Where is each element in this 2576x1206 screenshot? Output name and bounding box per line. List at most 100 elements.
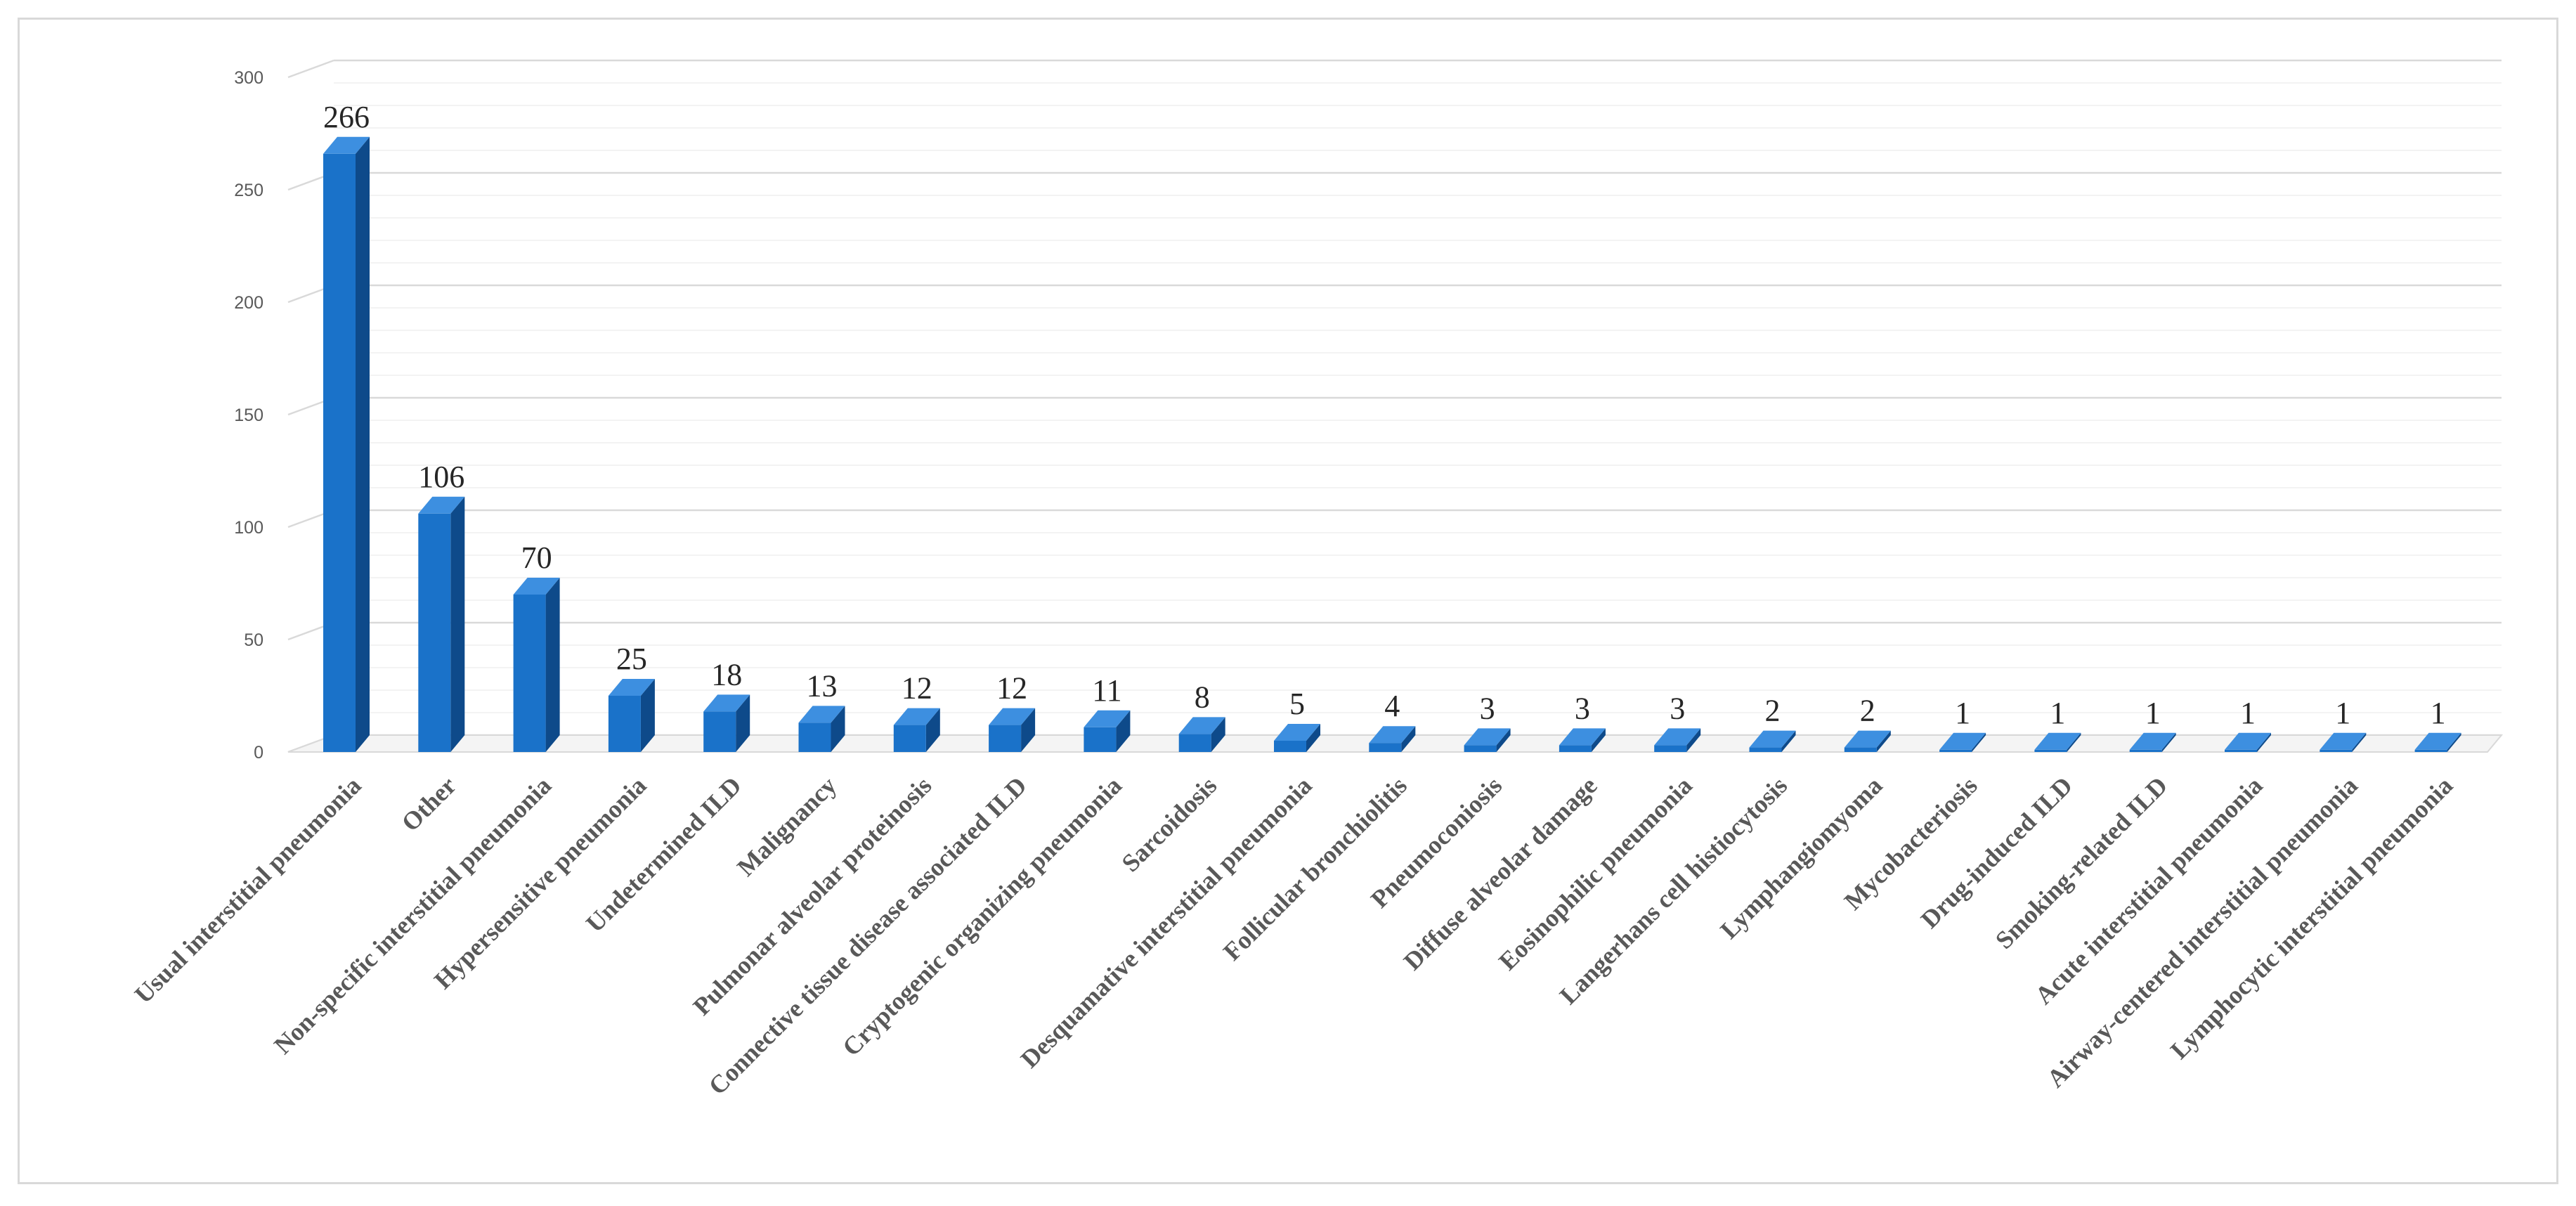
y-tick-label: 250 <box>234 181 264 200</box>
bar-side <box>545 578 560 752</box>
bar-side <box>2161 732 2176 752</box>
bar-top <box>1084 710 1131 727</box>
bar-top <box>323 136 370 154</box>
x-tick-label: Diffuse alveolar damage <box>1398 771 1603 975</box>
bar-side <box>2447 732 2461 752</box>
data-label: 1 <box>2145 696 2161 730</box>
data-label: 1 <box>2240 696 2256 730</box>
y-tick-label: 150 <box>234 406 264 425</box>
bar-side <box>831 706 845 752</box>
axis-depth-line <box>287 59 334 79</box>
bar-top <box>1939 732 1986 750</box>
bar-top <box>1178 717 1225 734</box>
data-label: 2 <box>1765 694 1781 728</box>
bar-top <box>2320 732 2367 750</box>
bar-top <box>1654 728 1701 746</box>
bar-side <box>1496 728 1511 752</box>
x-tick-label: Undetermined ILD <box>580 771 747 938</box>
bar <box>798 722 831 752</box>
bar-side <box>1686 728 1701 752</box>
y-tick-label: 300 <box>234 68 264 88</box>
bar <box>1369 743 1402 752</box>
bar <box>1178 734 1211 752</box>
bar <box>893 725 926 752</box>
bar <box>1749 747 1782 752</box>
data-label: 25 <box>616 642 647 676</box>
bar-side <box>2067 732 2081 752</box>
data-label: 2 <box>1860 694 1875 728</box>
data-label: 106 <box>418 460 464 494</box>
bar-top <box>989 708 1036 725</box>
y-tick-label: 0 <box>254 743 264 763</box>
bar-top <box>1274 724 1320 741</box>
x-tick-label: Sarcoidosis <box>1116 771 1222 877</box>
bar <box>1844 747 1877 752</box>
bar-side <box>1781 730 1796 752</box>
bar <box>323 153 356 753</box>
data-label: 1 <box>2335 696 2350 730</box>
bar-side <box>1116 710 1131 752</box>
bar <box>1654 745 1687 752</box>
bar <box>2034 749 2067 752</box>
bar <box>608 696 641 752</box>
bar-top <box>513 578 560 595</box>
bar-top <box>2129 732 2176 750</box>
data-label: 266 <box>323 100 370 134</box>
bar-side <box>736 694 750 752</box>
data-label: 8 <box>1195 680 1210 714</box>
bar-top <box>608 679 655 696</box>
y-tick-label: 100 <box>234 518 264 538</box>
bar <box>2225 749 2257 752</box>
bar-top <box>2034 732 2081 750</box>
bar-side <box>1306 724 1320 752</box>
x-tick-label: Eosinophilic pneumonia <box>1493 771 1698 975</box>
bar-side <box>1972 732 1986 752</box>
bar-side <box>450 496 465 752</box>
bar <box>989 725 1022 752</box>
bar-top <box>703 694 750 712</box>
data-label: 12 <box>996 671 1027 706</box>
data-label: 3 <box>1480 691 1495 725</box>
bar <box>2320 749 2353 752</box>
bar-top <box>2414 732 2461 750</box>
bar-side <box>1876 730 1891 752</box>
bar <box>513 595 546 752</box>
bar-top <box>798 706 845 723</box>
bar-top <box>1844 730 1891 748</box>
bar <box>1084 727 1117 752</box>
data-label: 11 <box>1092 673 1121 708</box>
data-label: 1 <box>1955 696 1970 730</box>
data-label: 3 <box>1575 691 1590 725</box>
data-label: 5 <box>1289 687 1305 721</box>
bar-side <box>1021 708 1036 752</box>
x-tick-label: Usual interstitial pneumonia <box>129 771 367 1009</box>
bar-top <box>1464 728 1511 746</box>
bar-top <box>893 708 940 725</box>
bar <box>1274 741 1306 752</box>
bar <box>703 711 736 752</box>
y-tick-label: 50 <box>244 630 264 650</box>
bar-side <box>356 136 370 753</box>
data-label: 18 <box>711 657 742 692</box>
bar <box>1464 745 1497 752</box>
data-label: 1 <box>2050 696 2065 730</box>
bar-top <box>1559 728 1606 746</box>
bar-side <box>640 679 655 752</box>
data-label: 13 <box>807 668 838 703</box>
bar-top <box>418 496 465 514</box>
x-tick-label: Lymphangiomyoma <box>1715 771 1887 944</box>
data-label: 70 <box>521 540 552 575</box>
bar <box>1939 749 1972 752</box>
bar-side <box>1591 728 1606 752</box>
y-tick-label: 200 <box>234 293 264 313</box>
bar-side <box>1401 726 1416 752</box>
bar-top <box>1369 726 1416 744</box>
bar-side <box>925 708 940 752</box>
bar-top <box>1749 730 1796 748</box>
x-tick-label: Other <box>396 771 462 836</box>
bar <box>2414 749 2447 752</box>
bar-side <box>2257 732 2271 752</box>
x-tick-label: Smoking-related ILD <box>1990 771 2173 954</box>
data-label: 12 <box>902 671 932 706</box>
